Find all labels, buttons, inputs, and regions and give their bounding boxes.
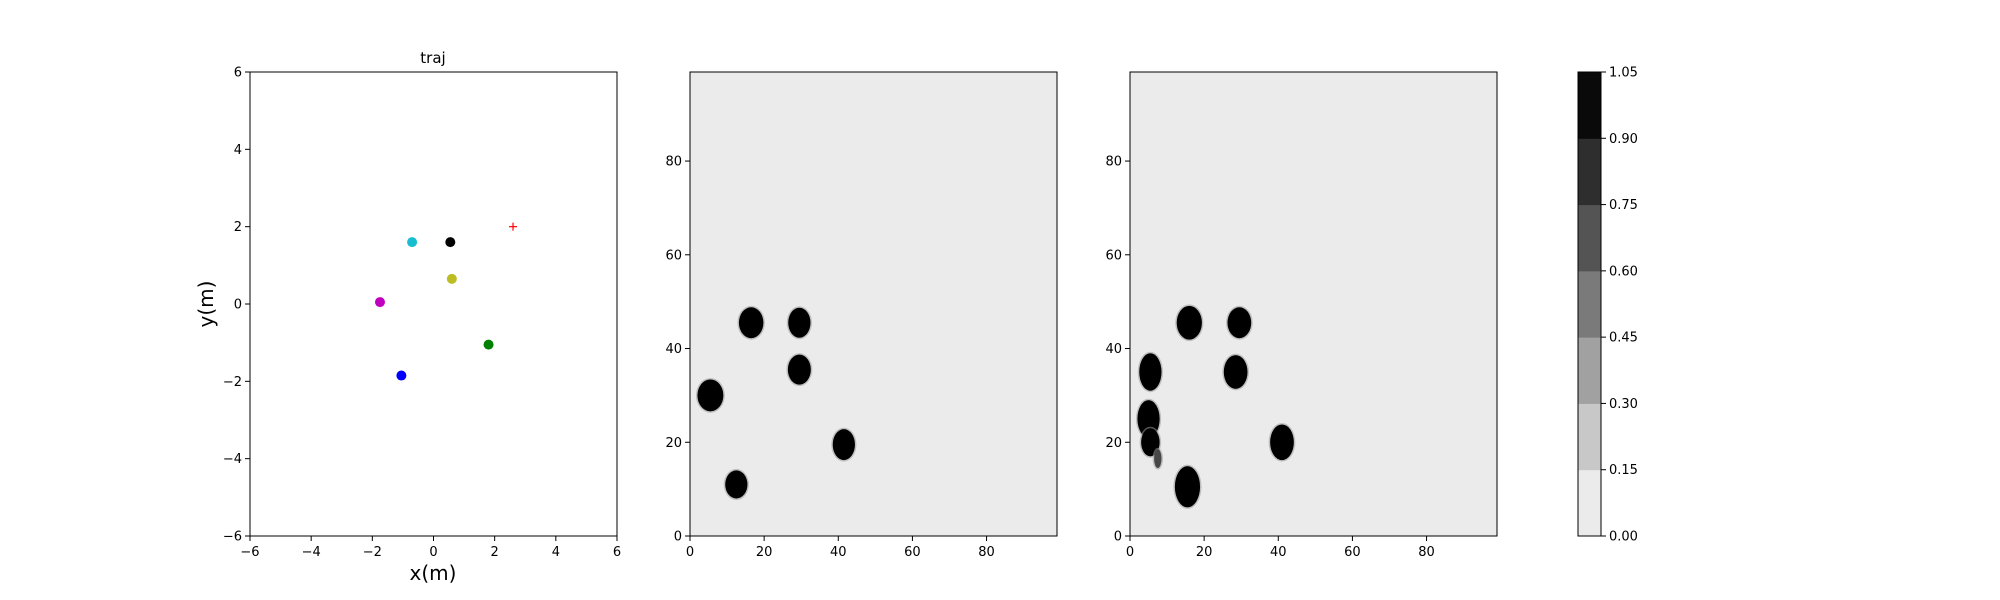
heatmap-b-blob (1270, 424, 1294, 461)
colorbar-segment (1578, 270, 1601, 338)
agent-point (396, 370, 407, 381)
heatmap-b-blobs (1135, 304, 1296, 509)
traj-x-tick-label: 2 (491, 545, 499, 560)
traj-y-tick-label: 4 (234, 143, 242, 158)
heatmap-b-y-ticks: 0 20 40 60 80 (1105, 155, 1130, 545)
traj-y-tick-label: 0 (234, 298, 242, 313)
agent-point (374, 297, 385, 308)
agent-point (446, 273, 457, 284)
traj-y-tick-label: 6 (234, 66, 242, 81)
heatmap-a-panel: 0 20 40 60 80 0 20 40 60 80 (665, 71, 1058, 560)
traj-plot-area (249, 71, 618, 537)
traj-panel: traj x(m) y(m) −6 −4 −2 0 2 4 6 −6 −4 −2 0 2 4 6 (194, 49, 621, 585)
heatmap-b-x-tick-label: 20 (1196, 545, 1213, 560)
heatmap-b-blob (1154, 449, 1162, 469)
goal-marker (509, 222, 518, 231)
heatmap-a-blob (725, 470, 748, 499)
colorbar-tick-label: 0.60 (1609, 264, 1638, 279)
heatmap-a-y-tick-label: 20 (665, 436, 682, 451)
heatmap-b-frame (1129, 71, 1498, 537)
colorbar-tick-label: 0.75 (1609, 198, 1638, 213)
traj-y-tick-label: −2 (223, 375, 242, 390)
heatmap-b-blob (1176, 305, 1202, 340)
heatmap-a-x-tick-label: 60 (904, 545, 921, 560)
heatmap-b-background (1130, 72, 1497, 536)
colorbar-ticks: 0.00 0.15 0.30 0.45 0.60 0.75 0.90 1.05 (1601, 66, 1638, 545)
colorbar-tick-label: 0.30 (1609, 397, 1638, 412)
heatmap-b-blob (1139, 353, 1162, 391)
heatmap-a-x-tick-label: 20 (756, 545, 773, 560)
traj-x-tick-label: −6 (240, 545, 259, 560)
heatmap-a-blob (787, 354, 811, 385)
colorbar-segment (1578, 138, 1601, 206)
colorbar-segment (1578, 72, 1601, 139)
colorbar-tick-label: 0.90 (1609, 132, 1638, 147)
heatmap-b-y-tick-label: 40 (1105, 342, 1122, 357)
heatmap-a-blobs (695, 305, 857, 501)
heatmap-b-x-ticks: 0 20 40 60 80 (1126, 536, 1435, 560)
heatmap-b-y-tick-label: 0 (1114, 530, 1122, 545)
agent-point (407, 237, 418, 248)
colorbar-segments (1578, 72, 1601, 537)
traj-y-tick-label: −4 (223, 452, 242, 467)
heatmap-b-y-tick-label: 60 (1105, 248, 1122, 263)
agent-point (445, 237, 456, 248)
heatmap-a-y-tick-label: 80 (665, 155, 682, 170)
heatmap-a-frame (689, 71, 1058, 537)
heatmap-b-blob (1223, 355, 1248, 389)
traj-x-tick-label: 6 (613, 545, 621, 560)
heatmap-b-x-tick-label: 80 (1418, 545, 1435, 560)
heatmap-b-blob (1227, 307, 1252, 339)
colorbar-tick-label: 0.15 (1609, 463, 1638, 478)
heatmap-a-y-tick-label: 60 (665, 248, 682, 263)
colorbar-tick-label: 0.45 (1609, 331, 1638, 346)
heatmap-a-x-tick-label: 40 (830, 545, 847, 560)
heatmap-b-x-tick-label: 0 (1126, 545, 1134, 560)
traj-x-tick-label: −4 (302, 545, 321, 560)
heatmap-a-blob (788, 307, 811, 338)
traj-y-tick-label: 2 (234, 220, 242, 235)
heatmap-a-y-tick-label: 0 (674, 530, 682, 545)
heatmap-a-y-tick-label: 40 (665, 342, 682, 357)
traj-x-tick-label: 4 (552, 545, 560, 560)
colorbar-segment (1578, 403, 1601, 471)
heatmap-b-x-tick-label: 60 (1344, 545, 1361, 560)
traj-y-ticks: −6 −4 −2 0 2 4 6 (223, 66, 250, 545)
colorbar-frame (1577, 71, 1602, 537)
colorbar-segment (1578, 204, 1601, 272)
traj-title: traj (420, 49, 445, 67)
agent-point (483, 339, 494, 350)
colorbar-tick-label: 1.05 (1609, 66, 1638, 81)
colorbar: 0.00 0.15 0.30 0.45 0.60 0.75 0.90 1.05 (1577, 66, 1638, 545)
traj-x-ticks: −6 −4 −2 0 2 4 6 (240, 536, 621, 560)
heatmap-b-y-tick-label: 80 (1105, 155, 1122, 170)
heatmap-a-blob (697, 379, 724, 412)
heatmap-a-background (690, 72, 1057, 536)
heatmap-b-x-tick-label: 40 (1270, 545, 1287, 560)
heatmap-a-y-ticks: 0 20 40 60 80 (665, 155, 690, 545)
heatmap-a-x-tick-label: 80 (978, 545, 995, 560)
traj-y-tick-label: −6 (223, 530, 242, 545)
traj-x-axis-label: x(m) (410, 561, 457, 585)
colorbar-tick-label: 0.00 (1609, 530, 1638, 545)
heatmap-b-blob (1141, 428, 1160, 457)
traj-points (374, 222, 518, 381)
heatmap-a-blob (738, 307, 764, 339)
heatmap-b-blob (1174, 466, 1201, 508)
heatmap-b-panel: 0 20 40 60 80 0 20 40 60 80 (1105, 71, 1498, 560)
heatmap-b-y-tick-label: 20 (1105, 436, 1122, 451)
heatmap-a-x-tick-label: 0 (686, 545, 694, 560)
traj-y-axis-label: y(m) (194, 281, 218, 328)
heatmap-a-x-ticks: 0 20 40 60 80 (686, 536, 995, 560)
traj-x-tick-label: −2 (363, 545, 382, 560)
traj-x-tick-label: 0 (429, 545, 437, 560)
colorbar-segment (1578, 469, 1601, 537)
heatmap-a-blob (832, 429, 855, 461)
colorbar-segment (1578, 337, 1601, 404)
